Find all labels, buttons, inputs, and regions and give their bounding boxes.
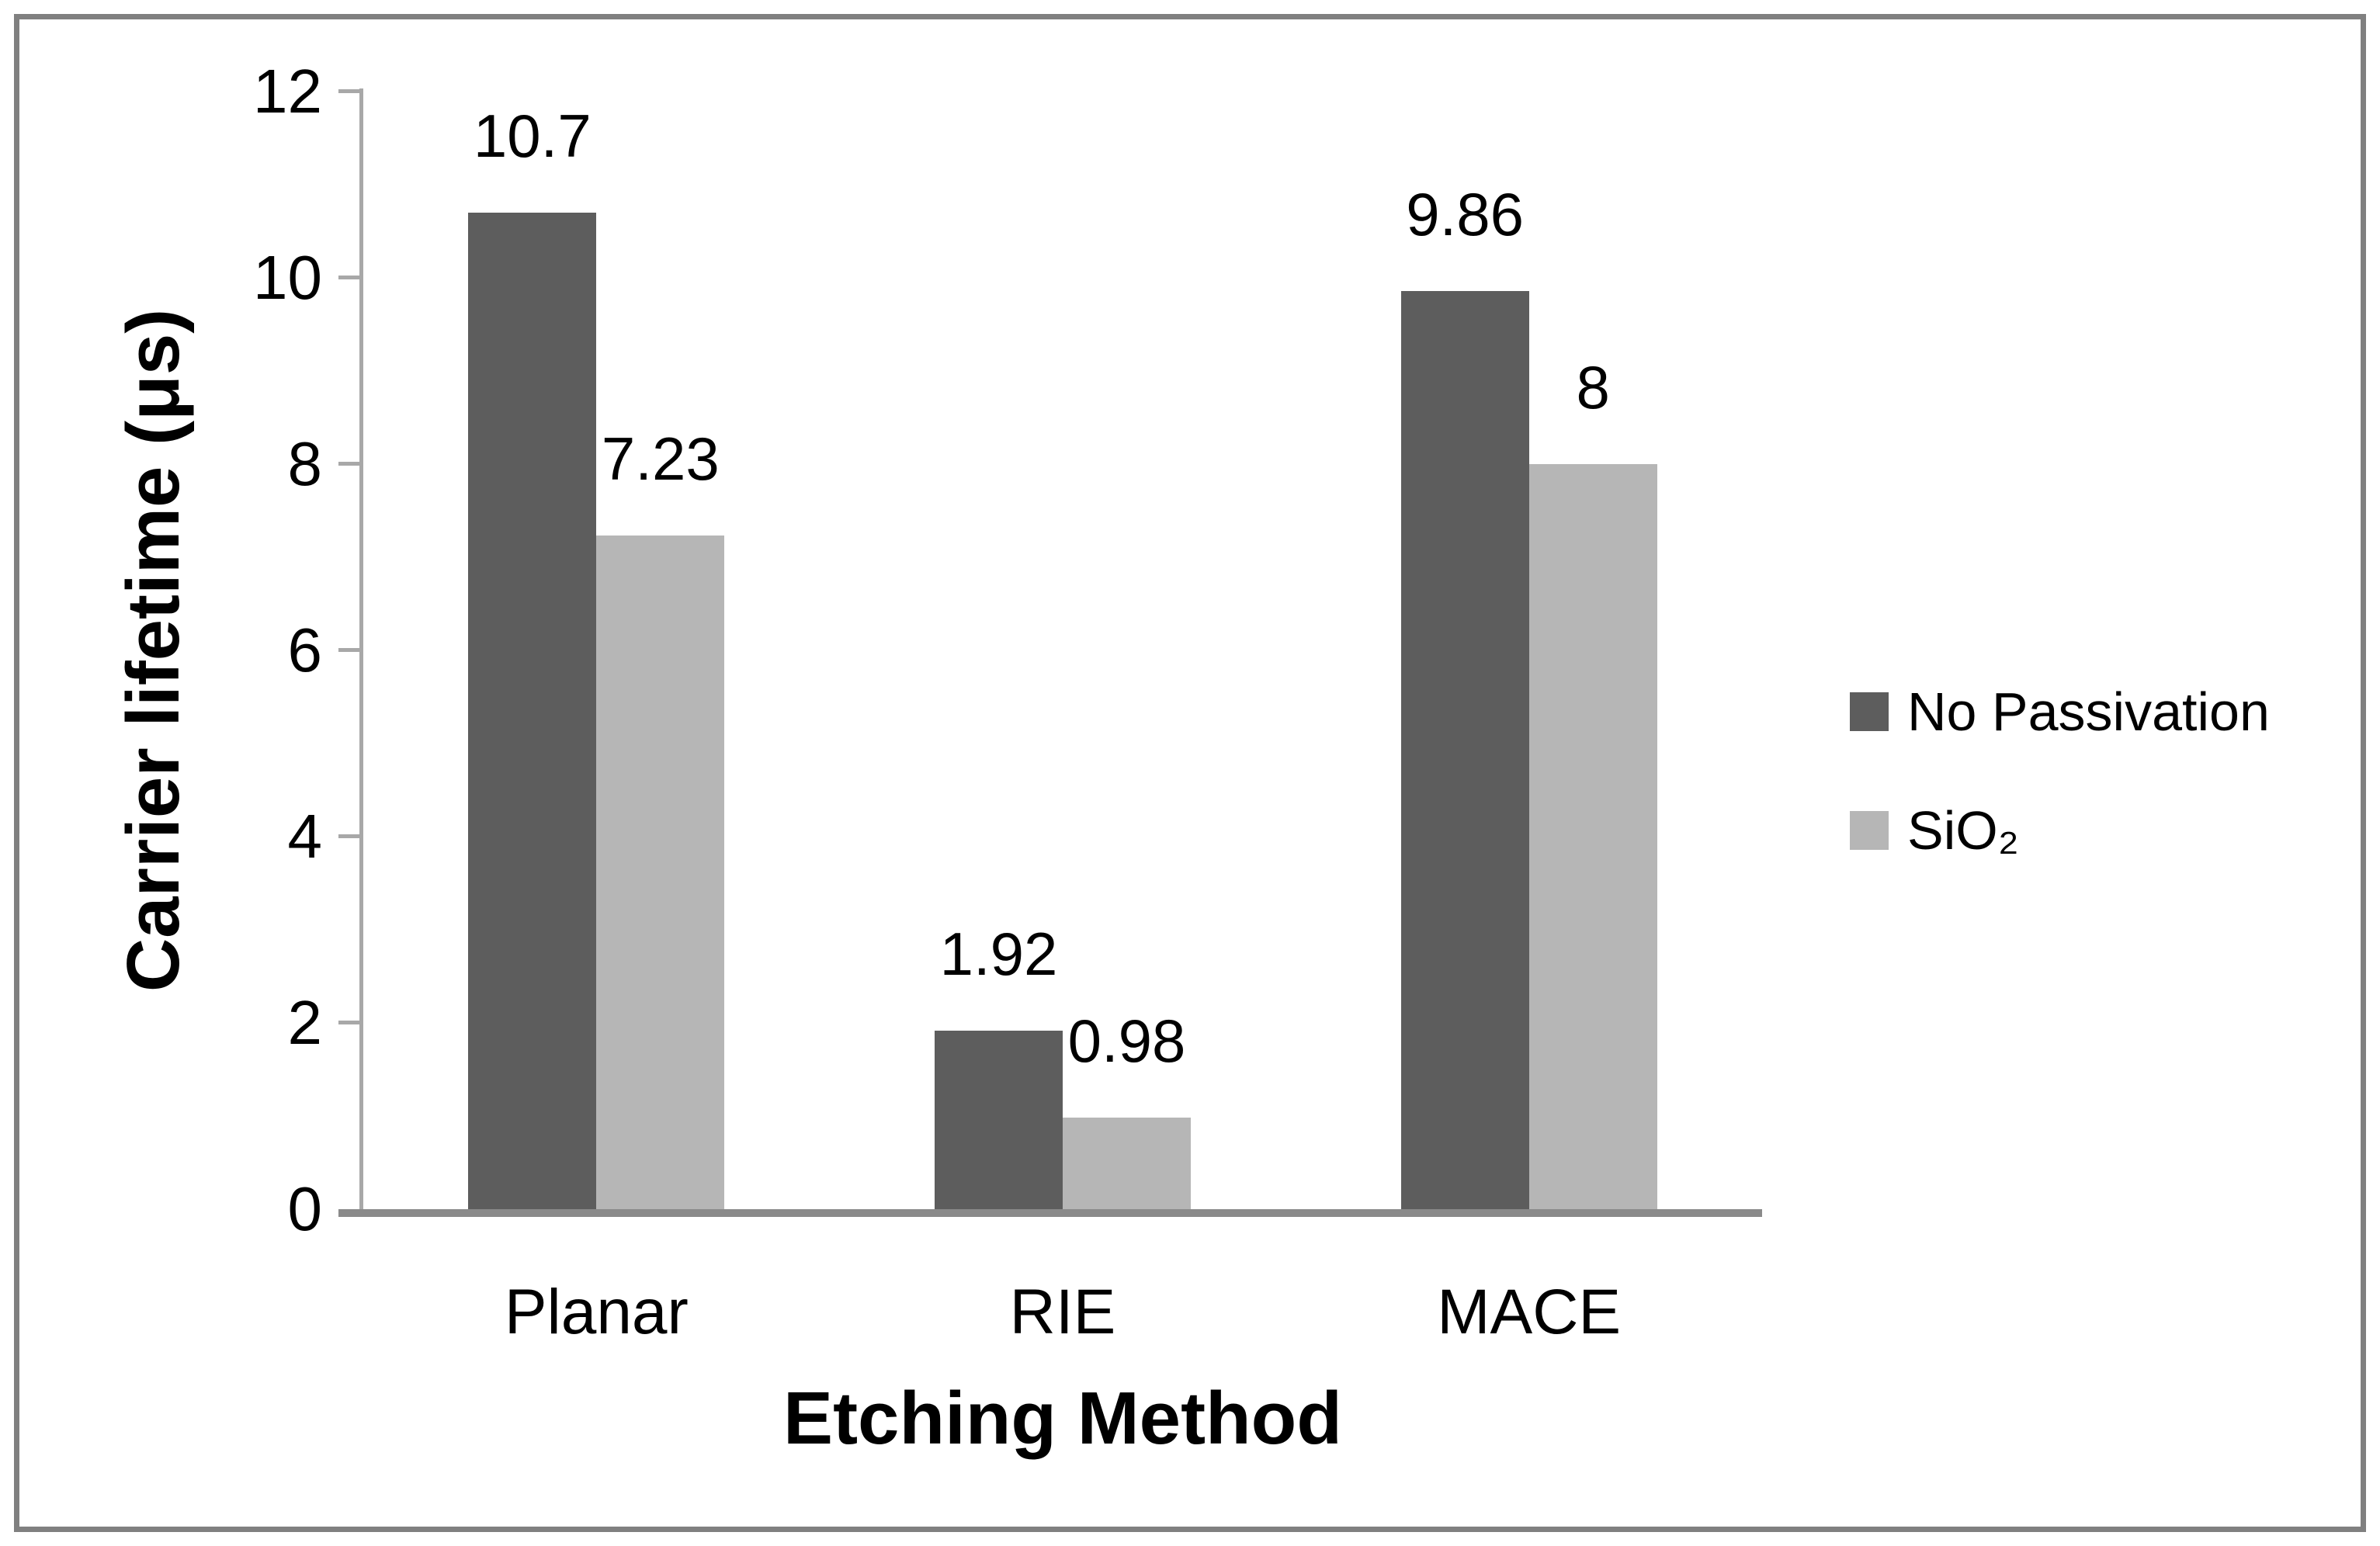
y-tick-mark xyxy=(338,276,363,279)
legend-label-sio2: SiO₂ xyxy=(1907,800,2019,861)
bar-value-label: 0.98 xyxy=(1067,1007,1186,1075)
y-tick-label: 8 xyxy=(287,429,323,498)
bar-value-label: 1.92 xyxy=(939,920,1058,988)
y-tick-label: 6 xyxy=(287,615,323,685)
bar-value-label: 7.23 xyxy=(601,425,720,493)
y-tick-label: 10 xyxy=(253,243,322,312)
x-axis-line xyxy=(338,1209,1762,1217)
y-tick-mark xyxy=(338,462,363,466)
bar-value-label: 9.86 xyxy=(1406,180,1525,248)
y-tick-mark xyxy=(338,1021,363,1024)
bar-rie-sio2 xyxy=(1063,1118,1191,1209)
bar-rie-no-passivation xyxy=(935,1031,1063,1209)
bar-value-label: 10.7 xyxy=(473,102,592,170)
bar-mace-sio2 xyxy=(1528,464,1657,1209)
legend-swatch-no-passivation xyxy=(1850,692,1889,731)
legend-swatch-sio2 xyxy=(1850,811,1889,850)
y-tick-label: 0 xyxy=(287,1174,323,1243)
category-label-rie: RIE xyxy=(1009,1277,1116,1347)
x-axis-title: Etching Method xyxy=(783,1377,1342,1460)
figure-border xyxy=(14,14,2366,1532)
category-label-planar: Planar xyxy=(504,1277,689,1347)
y-tick-label: 4 xyxy=(287,802,323,871)
category-label-mace: MACE xyxy=(1437,1277,1622,1347)
bar-planar-sio2 xyxy=(596,536,725,1209)
bar-value-label: 8 xyxy=(1576,353,1610,421)
y-tick-label: 2 xyxy=(287,988,323,1057)
y-tick-mark xyxy=(338,648,363,652)
bar-planar-no-passivation xyxy=(468,213,597,1209)
y-tick-mark xyxy=(338,834,363,838)
y-tick-label: 12 xyxy=(253,57,322,126)
bar-mace-no-passivation xyxy=(1400,291,1529,1209)
y-axis-line xyxy=(359,88,363,1209)
y-tick-mark xyxy=(338,89,363,93)
legend-label-no-passivation: No Passivation xyxy=(1907,681,2270,742)
